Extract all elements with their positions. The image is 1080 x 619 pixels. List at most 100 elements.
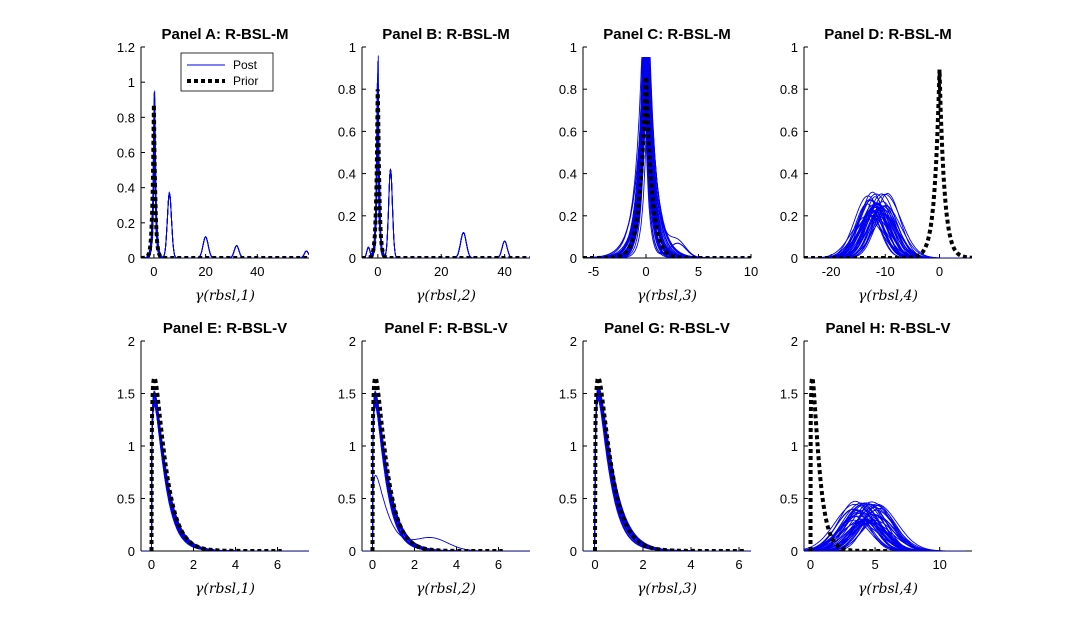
post-curve — [583, 57, 751, 258]
x-tick-label: 0 — [807, 557, 814, 572]
x-tick-label: 0 — [642, 264, 649, 279]
legend: Post Prior — [180, 52, 274, 92]
post-curve — [362, 72, 530, 258]
post-curve — [583, 392, 751, 551]
y-tick-label: 0.6 — [559, 124, 577, 139]
y-tick-label: 0.2 — [559, 209, 577, 224]
post-curve — [583, 392, 751, 551]
y-tick-label: 2 — [570, 334, 577, 349]
y-tick-label: 0.6 — [780, 124, 798, 139]
y-tick-label: 0.5 — [780, 492, 798, 507]
post-curve — [583, 57, 751, 258]
legend-box — [180, 52, 274, 92]
post-curve — [583, 397, 751, 551]
x-tick-label: 2 — [411, 557, 418, 572]
post-curve — [362, 60, 530, 258]
y-tick-label: 2 — [128, 334, 135, 349]
post-curve — [583, 57, 751, 258]
y-tick-label: 1 — [349, 40, 356, 55]
post-curve — [583, 57, 751, 258]
x-axis-label: γ(rbsl,1) — [195, 581, 255, 597]
x-tick-label: 5 — [695, 264, 702, 279]
prior-curve — [370, 375, 503, 551]
panel-title: Panel G: R-BSL-V — [604, 320, 730, 337]
post-curve — [804, 215, 972, 258]
panel-b: Panel B: R-BSL-M 0 0.2 0.4 0.6 0.8 1 0 20 40 γ(rbs… — [338, 26, 530, 304]
y-tick-label: 0 — [128, 251, 135, 266]
post-curve — [583, 57, 751, 258]
y-tick-label: 0.4 — [117, 181, 135, 196]
x-tick-label: 5 — [871, 557, 878, 572]
post-curve — [583, 57, 751, 258]
y-tick-label: 0.5 — [117, 492, 135, 507]
post-curve — [583, 57, 751, 258]
x-axis-label: γ(rbsl,3) — [637, 581, 697, 597]
post-curve — [583, 387, 751, 551]
y-tick-label: 1 — [349, 439, 356, 454]
y-tick-label: 0.6 — [338, 124, 356, 139]
y-tick-label: 1.5 — [117, 387, 135, 402]
panel-title: Panel C: R-BSL-M — [603, 26, 731, 43]
post-curve — [583, 57, 751, 258]
y-tick-label: 1 — [570, 439, 577, 454]
x-axis-label: γ(rbsl,4) — [858, 581, 918, 597]
post-curve — [804, 202, 972, 258]
y-tick-label: 0 — [349, 544, 356, 559]
post-curve — [804, 193, 972, 258]
panel-title: Panel F: R-BSL-V — [384, 320, 507, 337]
post-curve — [804, 213, 972, 258]
post-curve — [583, 57, 751, 258]
post-curve — [583, 57, 751, 258]
post-curve — [804, 522, 966, 551]
prior-curve — [149, 375, 282, 551]
post-curve — [583, 57, 751, 258]
x-tick-label: 6 — [735, 557, 742, 572]
post-curve — [804, 504, 966, 551]
panel-title: Panel B: R-BSL-M — [382, 26, 510, 43]
post-curve — [583, 394, 751, 551]
post-curve — [583, 393, 751, 551]
plot-area — [804, 69, 972, 258]
post-curve — [583, 57, 751, 258]
panel-g: Panel G: R-BSL-V 0 0.5 1 1.5 2 0 2 4 6 γ(rbsl,3) — [559, 320, 751, 597]
legend-post-label: Post — [233, 58, 258, 72]
x-tick-label: 40 — [250, 264, 264, 279]
post-curve — [583, 388, 751, 551]
post-curve — [583, 57, 751, 258]
y-tick-label: 0.4 — [559, 167, 577, 182]
y-tick-label: 0 — [570, 251, 577, 266]
x-axis-label: γ(rbsl,2) — [416, 581, 476, 597]
post-curve — [583, 398, 751, 551]
y-tick-label: 0.5 — [559, 492, 577, 507]
x-tick-label: 10 — [744, 264, 758, 279]
post-curve — [583, 57, 751, 258]
y-tick-label: 0.5 — [338, 492, 356, 507]
panel-c: Panel C: R-BSL-M 0 0.2 0.4 0.6 0.8 1 -5 0 5 10 γ(rb… — [559, 26, 758, 304]
x-tick-label: 4 — [453, 557, 460, 572]
post-curve — [804, 519, 966, 551]
prior-curve — [808, 374, 891, 551]
x-tick-label: -10 — [876, 264, 895, 279]
post-curve — [583, 57, 751, 258]
post-curve — [583, 57, 751, 258]
post-curve — [583, 57, 751, 258]
x-axis-label: γ(rbsl,3) — [637, 288, 697, 304]
post-curve — [804, 513, 966, 551]
x-axis-label: γ(rbsl,1) — [195, 288, 255, 304]
post-curve — [583, 57, 751, 258]
x-tick-label: 0 — [374, 264, 381, 279]
post-curve — [583, 388, 751, 551]
y-tick-label: 0.2 — [338, 209, 356, 224]
x-tick-label: 2 — [190, 557, 197, 572]
post-curve — [583, 57, 751, 258]
x-tick-label: 4 — [687, 557, 694, 572]
plot-area — [583, 57, 751, 258]
post-curve — [583, 398, 751, 551]
prior-curve — [583, 75, 751, 258]
post-curve — [583, 399, 751, 551]
post-curve — [804, 217, 972, 258]
post-curve — [583, 394, 751, 551]
y-tick-label: 0 — [791, 251, 798, 266]
y-tick-label: 1.2 — [117, 40, 135, 55]
y-tick-label: 0.2 — [117, 216, 135, 231]
